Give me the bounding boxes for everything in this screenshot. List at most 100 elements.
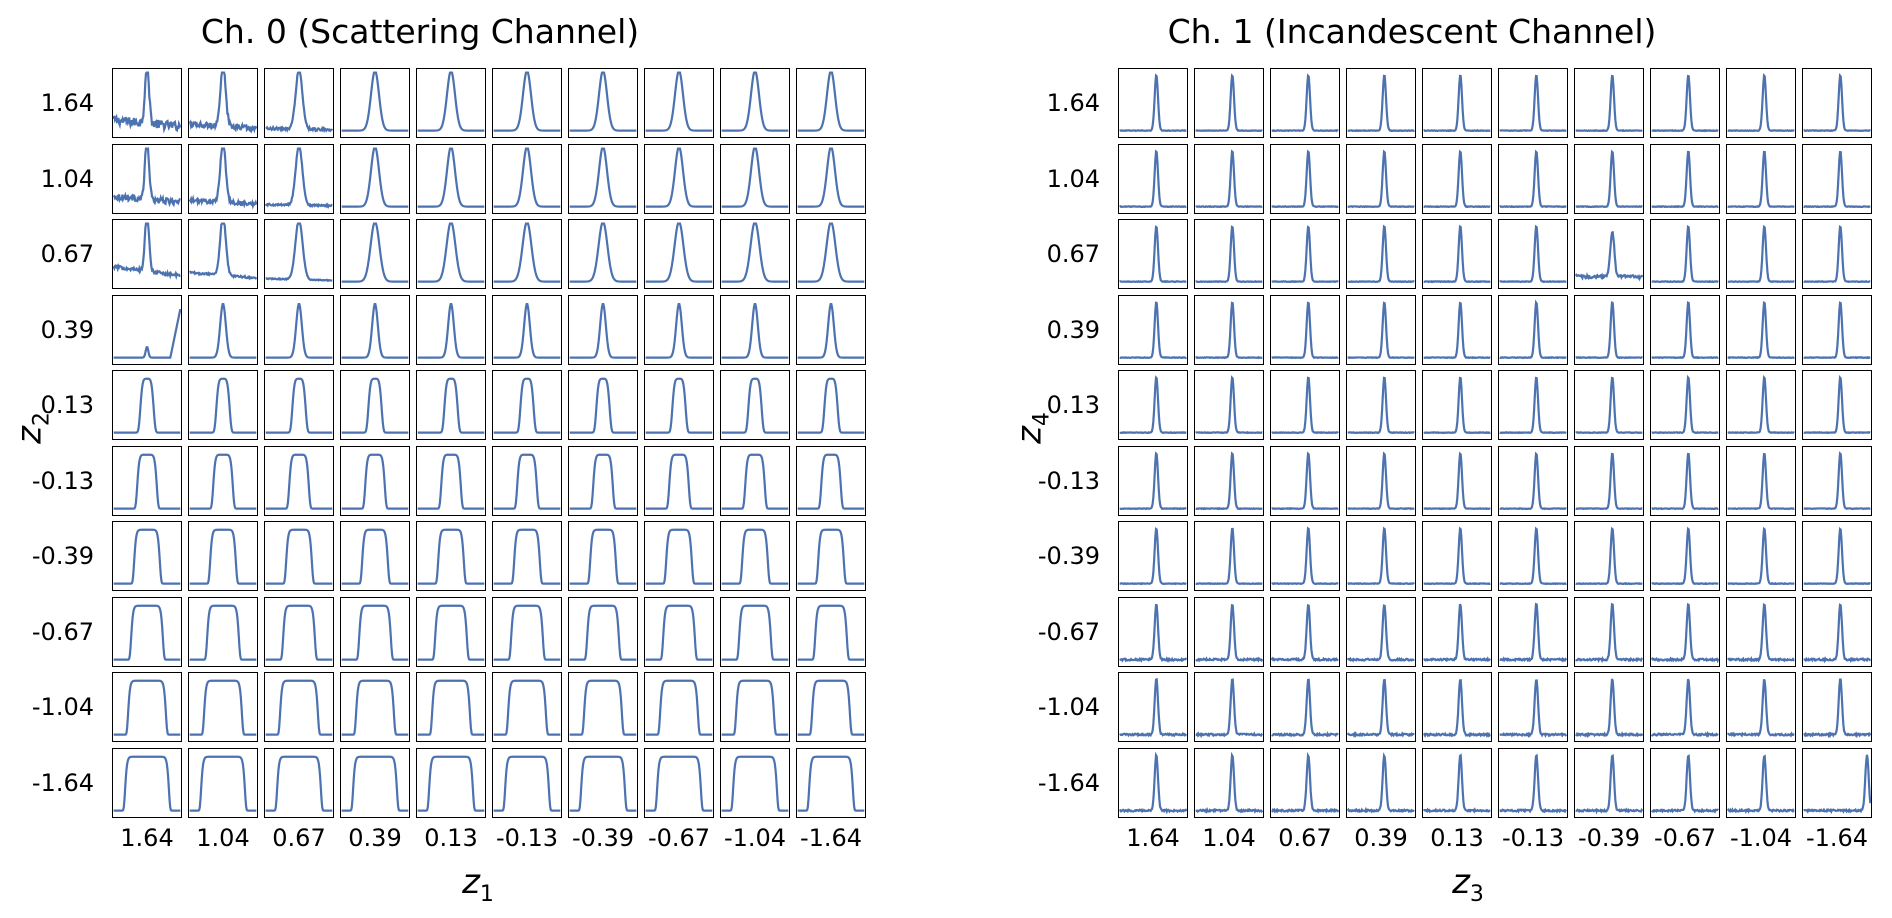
series-line — [1196, 378, 1263, 433]
subplot-cell — [1650, 445, 1720, 516]
subplot-cell — [1650, 747, 1720, 818]
subplot-cell — [1726, 68, 1796, 138]
subplot-cell — [1574, 294, 1644, 365]
series-line — [342, 73, 409, 131]
subplot-cell — [1650, 596, 1720, 667]
series-line — [114, 148, 181, 204]
subplot-cell — [1270, 596, 1340, 667]
series-line — [1500, 453, 1567, 508]
series-line — [1348, 151, 1415, 206]
subplot-cell — [188, 370, 258, 440]
series-line — [798, 681, 865, 735]
row-label: 0.67 — [1046, 240, 1100, 268]
subplot-cell — [112, 672, 182, 742]
subplot-cell — [1194, 521, 1264, 591]
subplot-cell — [1346, 143, 1416, 214]
series-line — [1120, 679, 1187, 735]
subplot-cell — [720, 747, 790, 818]
series-line — [114, 530, 181, 584]
series-line — [1500, 680, 1567, 735]
subplot-cell — [568, 219, 638, 289]
series-line — [798, 530, 865, 584]
series-line — [1196, 151, 1263, 206]
series-line — [1196, 227, 1263, 282]
row-label: -1.64 — [31, 768, 94, 797]
series-line — [1804, 302, 1871, 357]
series-line — [1272, 76, 1339, 131]
series-line — [1348, 378, 1415, 433]
subplot-cell — [1726, 294, 1796, 365]
subplot-cell — [416, 370, 486, 440]
series-line — [1576, 76, 1643, 131]
series-line — [494, 148, 561, 206]
series-line — [494, 756, 561, 810]
subplot-cell — [1118, 521, 1188, 591]
series-line — [1804, 378, 1871, 433]
series-line — [114, 454, 181, 508]
series-line — [266, 73, 333, 131]
series-line — [494, 304, 561, 357]
subplot-cell — [112, 747, 182, 818]
subplot-cell — [1422, 370, 1492, 440]
series-line — [190, 304, 257, 357]
series-line — [1804, 227, 1871, 282]
subplot-cell — [1118, 747, 1188, 818]
subplot-cell — [1498, 294, 1568, 365]
subplot-cell — [188, 294, 258, 365]
series-line — [1652, 152, 1719, 207]
series-line — [266, 379, 333, 433]
series-line — [722, 530, 789, 584]
series-line — [1728, 76, 1795, 131]
series-line — [190, 454, 257, 508]
row-label: 1.04 — [40, 164, 94, 193]
subplot-cell — [1574, 521, 1644, 591]
series-line — [646, 681, 713, 735]
subplot-cell — [1270, 219, 1340, 289]
column-label: 0.13 — [1430, 824, 1484, 852]
series-line — [1576, 151, 1643, 206]
incandescent-channel-panel: Ch. 1 (Incandescent Channel) z3 z4 1.64 1… — [946, 0, 1892, 918]
subplot-cell — [1194, 747, 1264, 818]
series-line — [1728, 302, 1795, 357]
series-line — [1576, 232, 1643, 278]
series-line — [342, 148, 409, 206]
series-line — [190, 148, 257, 205]
series-line — [190, 756, 257, 810]
row-label: 1.64 — [40, 89, 94, 117]
series-line — [1500, 302, 1567, 357]
series-line — [1576, 302, 1643, 357]
column-label: -0.13 — [495, 824, 559, 852]
series-line — [1424, 378, 1491, 433]
subplot-cell — [1194, 143, 1264, 214]
series-line — [1424, 529, 1491, 584]
series-line — [418, 454, 485, 508]
series-line — [190, 224, 257, 279]
subplot-cell — [1498, 143, 1568, 214]
subplot-cell — [1422, 445, 1492, 516]
subplot-cell — [1574, 143, 1644, 214]
subplot-cell — [1270, 521, 1340, 591]
series-line — [1196, 76, 1263, 131]
subplot-cell — [112, 370, 182, 440]
series-line — [798, 454, 865, 508]
row-label: 1.64 — [1046, 89, 1100, 117]
subplot-cell — [112, 445, 182, 516]
series-line — [1804, 76, 1871, 131]
subplot-cell — [264, 521, 334, 591]
series-line — [646, 148, 713, 206]
subplot-cell — [1194, 219, 1264, 289]
column-label: -1.64 — [799, 824, 863, 852]
series-line — [1120, 227, 1187, 282]
series-line — [418, 148, 485, 206]
subplot-cell — [644, 294, 714, 365]
subplot-cell — [568, 445, 638, 516]
series-line — [1500, 529, 1567, 584]
series-line — [1196, 755, 1263, 811]
series-line — [1576, 378, 1643, 433]
subplot-cell — [1270, 672, 1340, 742]
series-line — [1348, 227, 1415, 282]
series-line — [266, 224, 333, 281]
subplot-cell — [340, 521, 410, 591]
series-line — [342, 224, 409, 282]
subplot-cell — [1498, 445, 1568, 516]
